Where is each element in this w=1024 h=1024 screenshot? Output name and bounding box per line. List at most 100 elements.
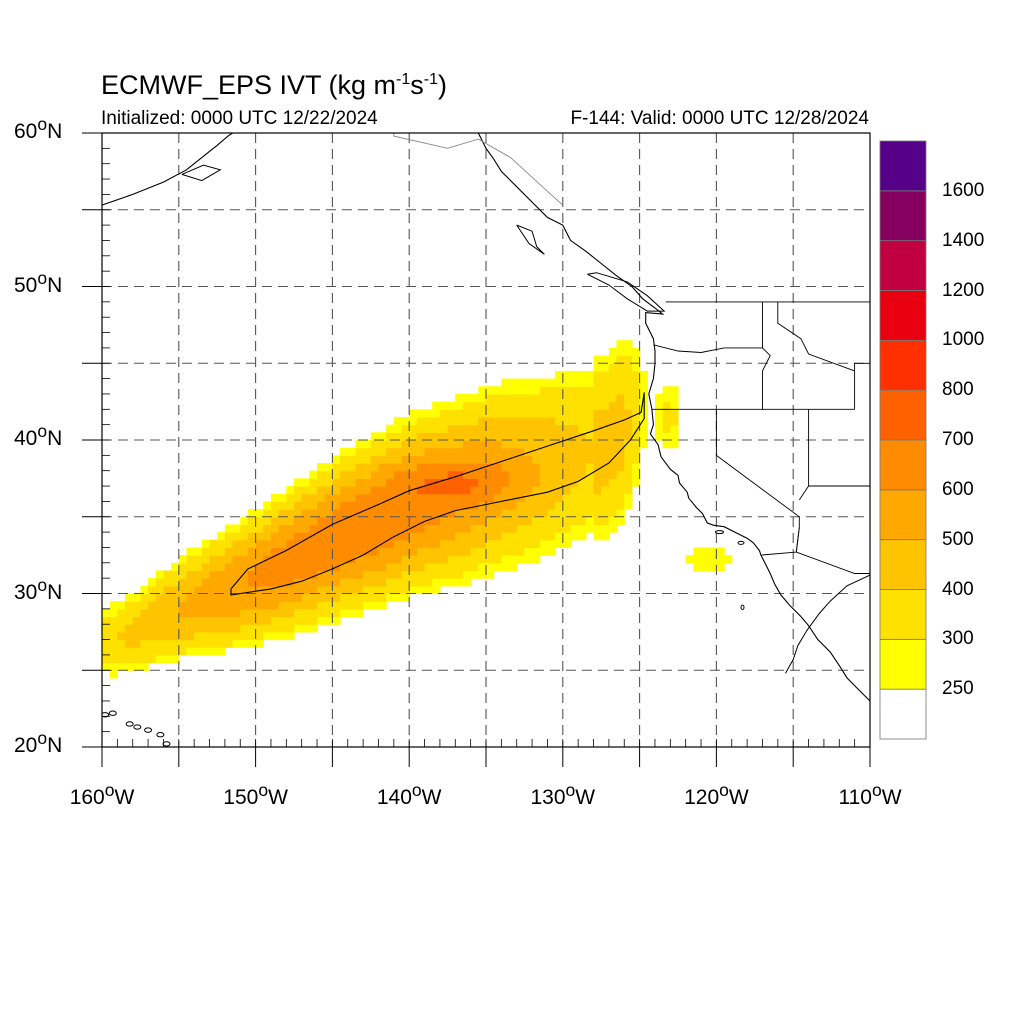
ivt-cell (240, 601, 249, 610)
ivt-cell (309, 478, 318, 487)
ivt-cell (424, 539, 433, 549)
ivt-cell (178, 608, 188, 618)
ivt-cell (631, 416, 641, 426)
ivt-cell (286, 585, 295, 595)
ivt-cell (340, 501, 349, 510)
ivt-cell (524, 455, 533, 464)
ivt-cell (539, 409, 549, 418)
ivt-cell (701, 547, 710, 556)
ivt-cell (601, 463, 610, 472)
ivt-cell (332, 486, 341, 495)
colorbar-tick-label: 300 (942, 628, 974, 650)
ivt-cell (409, 463, 418, 472)
ivt-cell (209, 562, 218, 572)
ivt-cell (148, 647, 157, 656)
ivt-cell (324, 524, 333, 533)
ivt-cell (432, 424, 441, 433)
ivt-cell (171, 647, 180, 656)
ivt-cell (624, 447, 633, 456)
ivt-cell (355, 455, 364, 464)
ivt-cell (516, 509, 525, 518)
ivt-cell (424, 562, 433, 572)
ivt-cell (109, 662, 118, 671)
ivt-cell (163, 631, 172, 641)
ivt-cell (509, 416, 518, 426)
ivt-cell (347, 562, 357, 572)
ivt-cell (493, 562, 502, 572)
ivt-cell (301, 501, 310, 510)
ivt-cell (178, 578, 188, 587)
ivt-cell (509, 424, 518, 433)
ivt-cell (270, 562, 280, 572)
ivt-cell (355, 493, 364, 502)
ivt-cell (340, 493, 349, 502)
ivt-cell (493, 509, 502, 518)
ivt-cell (332, 608, 341, 618)
ivt-cell (555, 409, 564, 418)
ivt-cell (263, 532, 272, 541)
ivt-cell (562, 524, 572, 533)
ivt-cell (470, 455, 479, 464)
ivt-cell (455, 501, 464, 510)
ivt-cell (301, 593, 310, 602)
ivt-cell (486, 547, 495, 556)
ivt-cell (624, 393, 633, 403)
ivt-cell (547, 409, 556, 418)
ivt-cell (486, 401, 495, 410)
ivt-cell (263, 547, 272, 556)
ivt-cell (616, 455, 625, 464)
ivt-cell (263, 562, 272, 572)
ivt-cell (340, 532, 349, 541)
ivt-cell (470, 409, 479, 418)
ivt-cell (416, 478, 426, 487)
ivt-cell (370, 585, 380, 595)
ivt-cell (378, 562, 387, 572)
ivt-cell (355, 470, 364, 479)
ivt-cell (432, 578, 441, 587)
ivt-contour (230, 392, 645, 596)
ivt-cell (555, 509, 564, 518)
ivt-cell (340, 539, 349, 549)
ivt-cell (524, 470, 533, 479)
ivt-cell (324, 608, 333, 618)
ivt-cell (555, 378, 564, 387)
ivt-cell (516, 470, 525, 479)
ivt-cell (117, 654, 126, 664)
ivt-cell (493, 539, 502, 549)
ivt-cell (593, 416, 602, 426)
ivt-cell (317, 547, 326, 556)
ivt-cell (386, 432, 395, 441)
ivt-cell (125, 608, 134, 618)
ivt-cell (570, 516, 579, 526)
ivt-cell (608, 378, 618, 387)
ivt-cell (570, 509, 579, 518)
ivt-cell (409, 562, 418, 572)
ivt-cell (109, 670, 118, 679)
ivt-cell (439, 455, 449, 464)
lat-label: 20oN (14, 728, 63, 757)
colorbar-tick-label: 1200 (942, 279, 985, 301)
ivt-cell (539, 463, 549, 472)
ivt-cell (578, 455, 587, 464)
ivt-cell (117, 662, 126, 671)
ivt-cell (555, 516, 564, 526)
ivt-cell (317, 578, 326, 587)
ivt-cell (562, 539, 572, 549)
ivt-cell (455, 578, 464, 587)
ivt-cell (109, 639, 118, 648)
ivt-cell (416, 470, 426, 479)
ivt-cell (416, 516, 426, 526)
ivt-cell (209, 601, 218, 610)
ivt-cell (532, 539, 541, 549)
ivt-cell (516, 516, 525, 526)
ivt-cell (631, 363, 641, 372)
ivt-cell (654, 424, 664, 433)
ivt-cell (324, 578, 333, 587)
ivt-cell (501, 440, 510, 449)
ivt-cell (132, 647, 141, 656)
ivt-cell (608, 393, 618, 403)
ivt-cell (386, 570, 395, 579)
ivt-cell (724, 555, 733, 564)
ivt-cell (363, 516, 372, 526)
ivt-cell (593, 440, 602, 449)
